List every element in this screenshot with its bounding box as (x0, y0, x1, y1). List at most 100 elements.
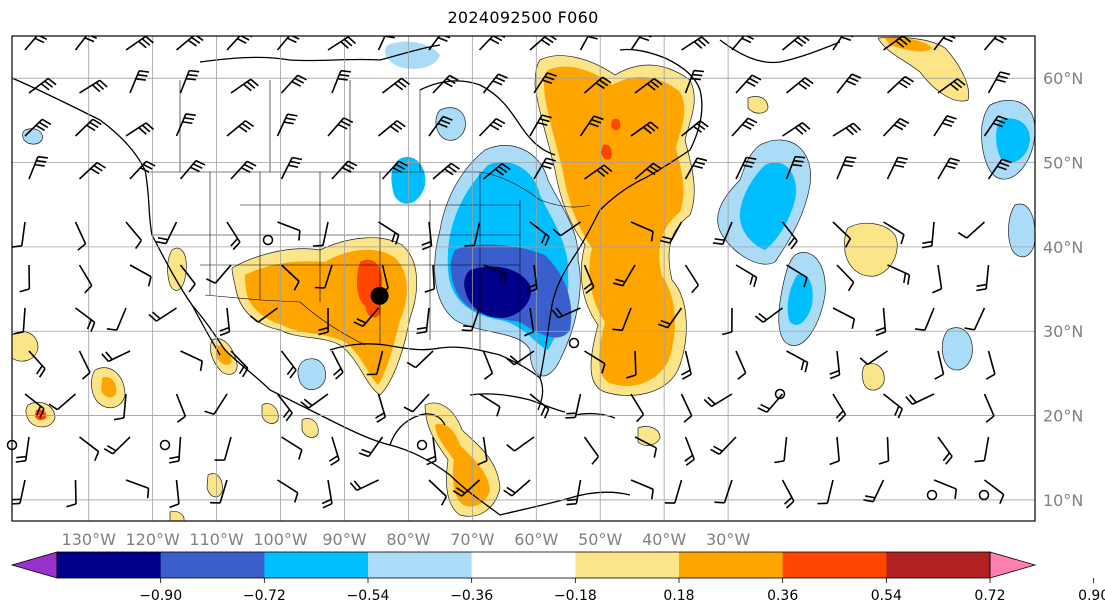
wind-barb (964, 307, 986, 331)
wind-barb (103, 436, 131, 455)
wind-barb (482, 73, 508, 94)
wind-barb (432, 162, 460, 180)
wind-barb (634, 162, 662, 180)
wind-barb (482, 163, 511, 180)
colorbar-labels: −0.90 −0.72 −0.54 −0.36 −0.18 0.18 0.36 0.54 0.7… (139, 578, 1105, 604)
coastline-south-america (499, 491, 631, 516)
wind-barb (280, 264, 300, 291)
colorbar-tick-label: 0.90 (1078, 588, 1105, 604)
wind-barb (681, 36, 710, 51)
wind-barb (478, 118, 506, 137)
state-border-1 (209, 172, 521, 365)
wind-barb (101, 350, 131, 363)
calm-circle (568, 337, 580, 349)
wind-barb (914, 307, 935, 332)
wind-barb (721, 307, 733, 336)
wind-barb (634, 436, 658, 458)
wind-barb (987, 71, 1011, 94)
wind-barb (19, 264, 31, 293)
wind-barb (832, 307, 856, 329)
wind-barb (836, 73, 862, 94)
wind-barb (551, 307, 581, 319)
wind-barb (503, 479, 531, 497)
wind-barb (680, 120, 709, 137)
colorbar-tick-label: −0.18 (554, 588, 597, 604)
wind-barb (630, 479, 654, 500)
wind-barb (321, 479, 333, 509)
coastline-hispaniola (574, 412, 616, 419)
wind-barb (684, 264, 700, 294)
wind-barb (883, 393, 904, 419)
wind-barb (634, 77, 663, 94)
wind-barb (983, 36, 1010, 51)
wind-barb (129, 160, 156, 180)
wind-barb (331, 350, 344, 380)
wind-barb (836, 264, 855, 292)
wind-barb (425, 436, 437, 466)
wind-barb (230, 78, 259, 94)
contour-neg-6 (384, 41, 440, 69)
wind-barb (204, 393, 228, 415)
colorbar-tick-label: −0.36 (450, 588, 493, 604)
contour-pos-13 (747, 96, 769, 114)
wind-barb (976, 264, 990, 292)
colorbar-segment (471, 552, 576, 578)
wind-barb (684, 157, 708, 180)
wind-barb (937, 436, 953, 465)
wind-barb (28, 155, 48, 180)
wind-barb (129, 264, 152, 287)
wind-barb (48, 393, 77, 411)
wind-barb (280, 350, 297, 379)
wind-barb (28, 77, 57, 94)
gridlines (12, 36, 1035, 521)
colorbar-tick-label: 0.72 (974, 588, 1005, 604)
contour-pos-21 (101, 376, 117, 398)
wind-barb (829, 436, 840, 466)
contour-pos-27 (206, 473, 223, 498)
wind-barb (832, 221, 852, 248)
wind-barb (78, 264, 93, 294)
wind-barb (829, 350, 841, 380)
wind-barb (583, 76, 612, 94)
wind-barb (13, 307, 26, 335)
wind-barb (375, 393, 387, 423)
wind-barb (630, 393, 645, 423)
wind-barb (887, 264, 911, 285)
wind-barb (934, 350, 945, 380)
colorbar-extend-low (10, 551, 58, 579)
lat-tick-label: 40°N (1043, 238, 1083, 257)
wind-barb (529, 393, 550, 419)
wind-barbs (12, 36, 1012, 509)
wind-barb (875, 307, 887, 337)
wind-barb (612, 307, 632, 332)
lon-tick-label: 70°W (450, 530, 494, 549)
wind-barb (859, 350, 888, 366)
wind-barb (79, 79, 108, 94)
wind-barb (506, 436, 535, 452)
wind-barb (684, 69, 704, 94)
lat-tick-label: 30°N (1043, 322, 1083, 341)
wind-barb (12, 221, 26, 248)
wind-barb (318, 307, 329, 336)
wind-barb (523, 307, 535, 337)
wind-barb (579, 115, 604, 137)
wind-barb (703, 393, 733, 408)
wind-barb (786, 264, 808, 288)
contour-pos-8 (611, 118, 621, 131)
wind-barb (817, 479, 834, 505)
wind-barb (75, 307, 96, 332)
wind-barb (219, 307, 231, 337)
wind-barb (175, 393, 187, 423)
wind-barb (785, 77, 814, 94)
wind-barb (358, 436, 384, 458)
wind-barb (477, 436, 488, 466)
wind-barb (421, 221, 433, 251)
calm-circle (978, 489, 990, 501)
wind-barb (277, 479, 299, 503)
wind-barb (878, 436, 890, 465)
wind-barb (382, 77, 410, 94)
wind-barb (658, 307, 683, 329)
wind-barb (529, 114, 552, 137)
lon-tick-label: 60°W (514, 530, 558, 549)
colorbar-segment (679, 552, 784, 578)
